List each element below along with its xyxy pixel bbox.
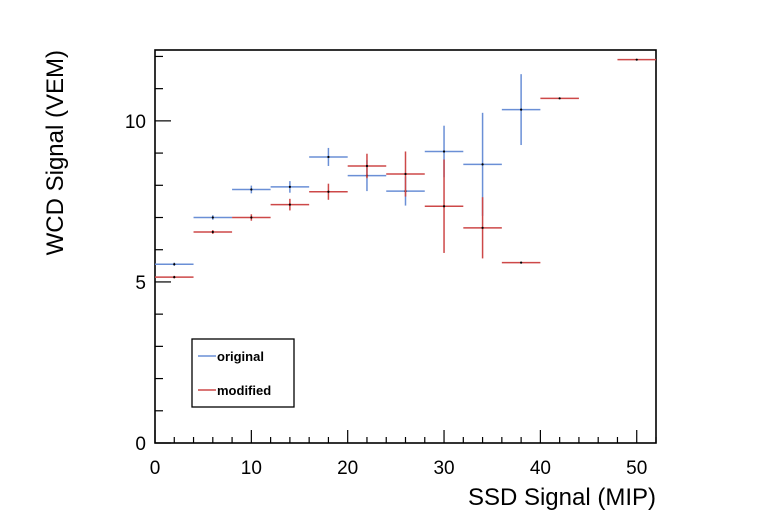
x-axis-title: SSD Signal (MIP): [468, 484, 656, 511]
x-tick-label: 10: [241, 458, 262, 479]
data-point: [193, 215, 233, 220]
point-marker: [327, 190, 330, 193]
data-point: [386, 151, 425, 197]
x-axis-tick-labels: 0 10 20 30 40 50: [150, 458, 648, 479]
data-point: [270, 198, 310, 211]
data-point: [270, 181, 310, 193]
x-axis-ticks: [154, 430, 657, 443]
series-modified: [155, 58, 656, 279]
data-point: [232, 185, 271, 194]
data-point: [463, 197, 502, 259]
x-tick-label: 40: [530, 458, 551, 479]
data-point: [347, 153, 387, 179]
x-tick-label: 30: [433, 458, 454, 479]
data-point: [155, 275, 194, 279]
point-marker: [211, 216, 214, 219]
data-point: [155, 262, 194, 266]
legend: original modified: [191, 338, 295, 408]
point-marker: [288, 185, 291, 189]
point-marker: [211, 230, 214, 234]
data-point: [501, 74, 541, 146]
point-marker: [635, 58, 638, 61]
point-marker: [288, 203, 291, 206]
y-axis-ticks: [155, 55, 171, 444]
x-tick-label: 20: [337, 458, 358, 479]
point-marker: [404, 172, 407, 176]
point-marker: [442, 150, 446, 153]
point-marker: [365, 164, 369, 168]
point-marker: [173, 276, 176, 279]
point-marker: [558, 97, 561, 100]
data-series: [155, 58, 656, 279]
data-point: [501, 261, 541, 264]
legend-label-modified: modified: [217, 383, 271, 398]
point-marker: [327, 155, 330, 159]
y-tick-label: 5: [135, 273, 146, 294]
legend-label-original: original: [217, 349, 264, 364]
point-marker: [250, 188, 253, 191]
point-marker: [250, 216, 253, 219]
data-point: [193, 230, 233, 234]
point-marker: [481, 163, 484, 166]
legend-box: [191, 338, 295, 408]
data-point: [424, 159, 464, 253]
data-point: [617, 58, 656, 61]
point-marker: [520, 108, 523, 111]
y-axis-tick-labels: 0 5 10: [125, 112, 146, 455]
x-tick-label: 50: [626, 458, 647, 479]
data-point: [540, 97, 579, 100]
point-marker: [173, 263, 176, 266]
y-axis-title: WCD Signal (VEM): [42, 50, 69, 255]
data-point: [309, 147, 348, 166]
y-tick-label: 10: [125, 112, 146, 133]
data-point: [232, 214, 271, 221]
data-point: [309, 183, 348, 200]
point-marker: [481, 226, 484, 229]
point-marker: [520, 261, 523, 264]
point-marker: [442, 205, 446, 208]
y-tick-label: 0: [135, 434, 146, 455]
x-tick-label: 0: [150, 458, 161, 479]
